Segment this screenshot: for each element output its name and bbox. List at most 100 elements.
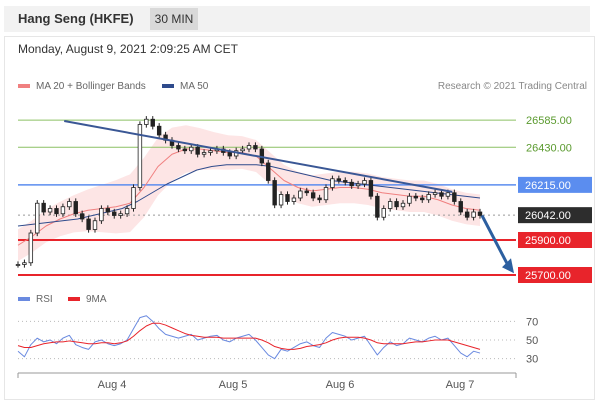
price-candle bbox=[291, 197, 297, 202]
price-candle bbox=[253, 145, 258, 150]
price-candle bbox=[35, 202, 40, 234]
price-candle bbox=[60, 206, 66, 215]
bollinger-band bbox=[18, 125, 480, 262]
price-candle bbox=[79, 213, 85, 220]
price-candle bbox=[317, 197, 322, 201]
rsi-swatch bbox=[18, 297, 30, 302]
price-candle bbox=[150, 118, 155, 127]
price-candle bbox=[477, 211, 483, 216]
price-layer bbox=[15, 116, 483, 268]
level-lines-layer bbox=[18, 119, 516, 276]
price-candle bbox=[432, 192, 438, 195]
price-candle bbox=[112, 211, 117, 216]
pivot-label: 26215.00 bbox=[525, 180, 571, 192]
level-labels-layer: 26585.00 26430.00 26215.00 26042.00 25900.00… bbox=[518, 115, 592, 283]
price-candle bbox=[426, 194, 431, 201]
price-candle bbox=[28, 232, 34, 264]
price-candle bbox=[195, 146, 200, 155]
price-candle bbox=[182, 148, 188, 152]
ma20-label: MA 20 + Bollinger Bands bbox=[36, 81, 146, 92]
price-candle bbox=[362, 180, 367, 185]
price-candle bbox=[67, 201, 72, 208]
downtrend-line bbox=[64, 120, 453, 193]
ma9-label: 9MA bbox=[86, 294, 107, 305]
price-candle bbox=[144, 118, 149, 125]
price-candle bbox=[227, 152, 232, 157]
price-candle bbox=[201, 152, 207, 155]
price-candle bbox=[355, 183, 361, 187]
price-candle bbox=[400, 202, 406, 208]
rsi-ma-line bbox=[17, 322, 481, 350]
rsi-line bbox=[17, 315, 481, 360]
price-candle bbox=[240, 148, 245, 152]
x-axis-layer: Aug 4 Aug 5 Aug 6 Aug 7 bbox=[17, 372, 517, 391]
chart-header: Hang Seng (HKFE) 30 MIN bbox=[4, 6, 590, 32]
chart-datetime: Monday, August 9, 2021 2:09:25 AM CET bbox=[18, 42, 238, 56]
x-tick-label: Aug 6 bbox=[326, 379, 355, 391]
price-candle bbox=[105, 208, 111, 213]
instrument-title: Hang Seng (HKFE) bbox=[18, 11, 134, 26]
rsi-tick-label: 30 bbox=[526, 354, 538, 366]
price-candle bbox=[464, 211, 470, 218]
support-label: 25900.00 bbox=[525, 235, 571, 247]
last-price-label: 26042.00 bbox=[525, 210, 571, 222]
ma9-swatch bbox=[68, 297, 80, 302]
copyright-notice: Research © 2021 Trading Central bbox=[437, 81, 587, 92]
rsi-label: RSI bbox=[36, 294, 53, 305]
pivot-box bbox=[518, 176, 592, 193]
resistance-label: 26430.00 bbox=[526, 142, 572, 154]
price-candle bbox=[445, 192, 451, 197]
rsi-layer: 70 50 30 bbox=[17, 315, 538, 366]
rsi-tick-label: 50 bbox=[526, 335, 538, 347]
price-candle bbox=[54, 208, 59, 215]
price-candle bbox=[92, 220, 98, 230]
price-candle bbox=[156, 125, 162, 136]
x-tick-label: Aug 7 bbox=[446, 379, 475, 391]
ma50-label: MA 50 bbox=[180, 81, 209, 92]
x-tick-label: Aug 4 bbox=[98, 379, 127, 391]
bollinger-band-layer bbox=[18, 125, 480, 262]
price-candle bbox=[323, 187, 329, 201]
price-candle bbox=[22, 262, 27, 265]
support-box bbox=[518, 232, 592, 248]
price-candle bbox=[285, 194, 290, 202]
timeframe-badge[interactable]: 30 MIN bbox=[150, 8, 198, 30]
price-candle bbox=[86, 218, 91, 230]
ma50-line bbox=[17, 164, 481, 227]
rsi-tick-label: 70 bbox=[526, 316, 538, 328]
support-label: 25700.00 bbox=[525, 270, 571, 282]
price-candle bbox=[47, 208, 53, 213]
price-candle bbox=[246, 145, 252, 150]
price-candle bbox=[137, 124, 143, 188]
ma50-swatch bbox=[162, 84, 174, 89]
price-candle bbox=[452, 192, 457, 202]
price-candle bbox=[471, 211, 476, 218]
price-candle bbox=[272, 180, 277, 206]
price-candle bbox=[15, 264, 21, 266]
price-candle bbox=[208, 150, 213, 153]
price-candle bbox=[310, 192, 316, 199]
resistance-label: 26585.00 bbox=[526, 115, 572, 127]
price-candle bbox=[420, 197, 425, 201]
price-candle bbox=[266, 162, 271, 181]
price-candle bbox=[189, 146, 194, 152]
price-candle bbox=[394, 201, 399, 208]
price-candle bbox=[41, 202, 46, 213]
price-candle bbox=[99, 208, 104, 222]
legend-rsi: RSI bbox=[18, 294, 53, 305]
price-candle bbox=[407, 195, 412, 204]
price-candle bbox=[298, 190, 303, 199]
price-candle bbox=[349, 181, 354, 187]
ma20-swatch bbox=[18, 84, 30, 89]
price-candle bbox=[368, 180, 374, 197]
trendline-layer bbox=[64, 120, 514, 274]
price-candle bbox=[458, 201, 463, 213]
legend-ma20: MA 20 + Bollinger Bands bbox=[18, 81, 146, 92]
last-price-box bbox=[518, 207, 592, 224]
legend-9ma: 9MA bbox=[68, 294, 107, 305]
price-candle bbox=[330, 178, 335, 188]
chart-panel bbox=[4, 36, 595, 400]
price-candle bbox=[131, 187, 136, 209]
price-candle bbox=[304, 190, 309, 194]
